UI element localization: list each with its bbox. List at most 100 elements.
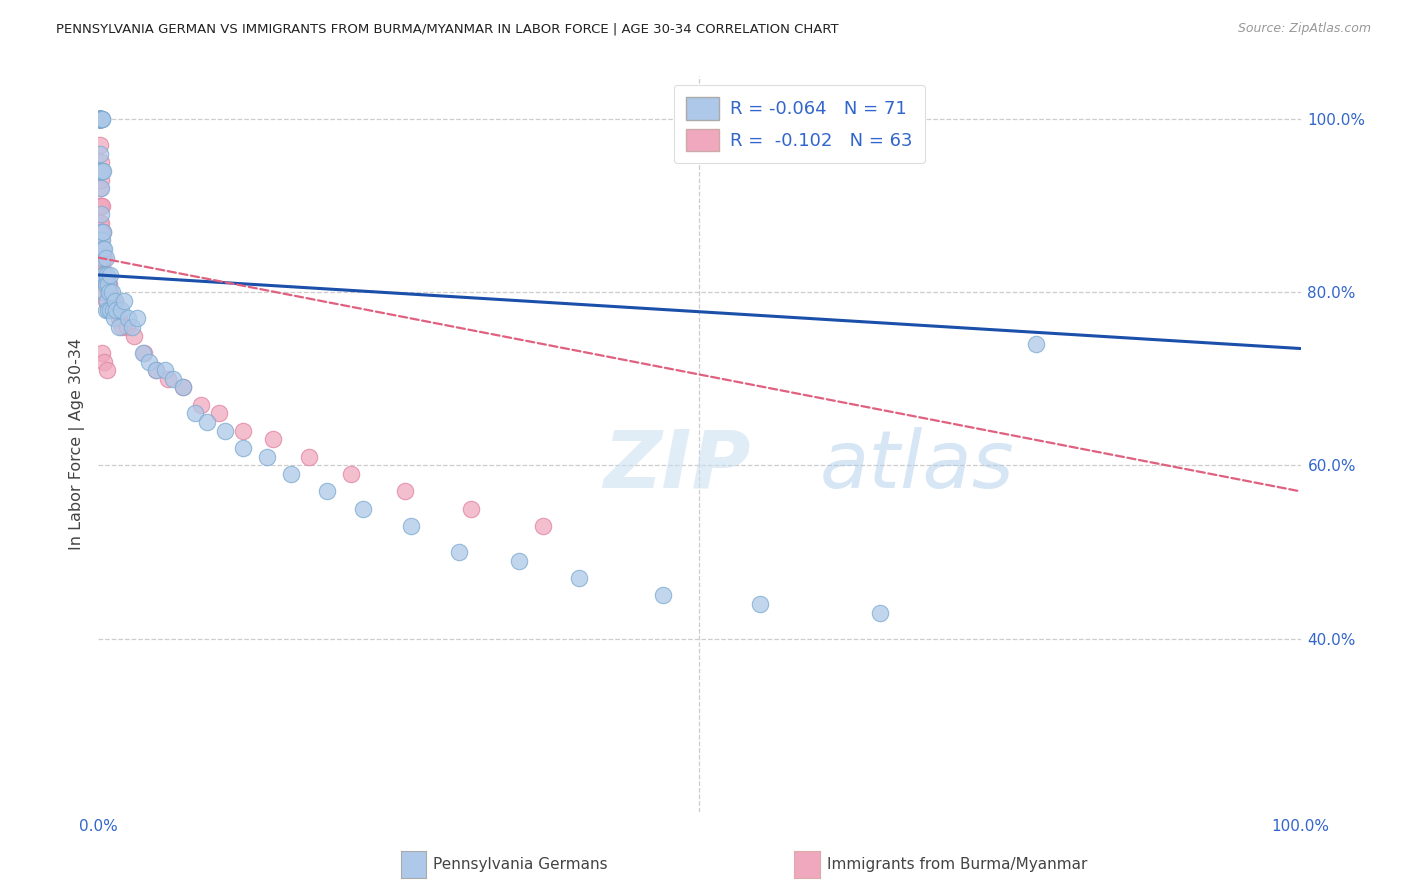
Point <box>94 251 117 265</box>
Point <box>89 112 111 127</box>
Point <box>110 302 132 317</box>
Point <box>96 293 118 308</box>
Point <box>91 285 114 300</box>
Point <box>94 268 117 282</box>
Point <box>89 146 111 161</box>
Point <box>91 268 114 282</box>
Point <box>183 407 205 421</box>
Point <box>232 441 254 455</box>
Point <box>98 285 121 300</box>
Point <box>97 285 120 300</box>
Point <box>132 346 155 360</box>
Point <box>94 277 117 291</box>
Point <box>89 112 111 127</box>
Point <box>90 112 112 127</box>
Point <box>91 225 114 239</box>
Point <box>1025 337 1047 351</box>
Point <box>232 424 254 438</box>
Point <box>89 199 111 213</box>
Point <box>153 363 176 377</box>
Point <box>96 363 118 377</box>
Point <box>125 311 148 326</box>
Point <box>103 311 125 326</box>
Point <box>91 225 114 239</box>
Point <box>172 380 194 394</box>
Point <box>89 112 111 127</box>
Point <box>104 293 127 308</box>
Point <box>97 302 120 317</box>
Point <box>90 172 112 186</box>
Point <box>90 112 112 127</box>
Text: Pennsylvania Germans: Pennsylvania Germans <box>433 857 607 871</box>
Point <box>89 112 111 127</box>
Point <box>91 164 114 178</box>
Point <box>90 181 112 195</box>
Point <box>89 242 111 256</box>
Point <box>262 433 284 447</box>
Point <box>96 268 118 282</box>
Point <box>195 415 218 429</box>
Point <box>91 199 114 213</box>
Point <box>138 354 160 368</box>
Point <box>117 319 139 334</box>
Point <box>89 164 111 178</box>
Point <box>117 311 139 326</box>
Point <box>91 346 114 360</box>
Point <box>157 372 180 386</box>
Point <box>89 112 111 127</box>
Point <box>108 311 131 326</box>
Point <box>100 285 122 300</box>
Point <box>93 285 115 300</box>
Point <box>208 407 231 421</box>
Point <box>90 216 112 230</box>
Point <box>652 588 675 602</box>
Point <box>91 233 114 247</box>
Point <box>394 484 416 499</box>
Point <box>93 242 115 256</box>
Point <box>91 112 114 127</box>
Point <box>111 319 134 334</box>
Point <box>90 207 112 221</box>
Point <box>87 112 110 127</box>
Point <box>89 112 111 127</box>
Point <box>90 225 112 239</box>
Point <box>748 597 770 611</box>
Point <box>91 112 114 127</box>
Point <box>112 293 135 308</box>
Point <box>89 112 111 127</box>
Point <box>91 277 114 291</box>
Point <box>869 606 891 620</box>
Point <box>90 155 112 169</box>
Point <box>96 277 118 291</box>
Point <box>340 467 363 481</box>
Point <box>87 112 110 127</box>
Point <box>90 251 112 265</box>
Point <box>214 424 236 438</box>
Point <box>101 293 124 308</box>
Legend: R = -0.064   N = 71, R =  -0.102   N = 63: R = -0.064 N = 71, R = -0.102 N = 63 <box>673 85 925 163</box>
Point <box>91 251 114 265</box>
Text: Immigrants from Burma/Myanmar: Immigrants from Burma/Myanmar <box>827 857 1087 871</box>
Point <box>89 216 111 230</box>
Point <box>94 293 117 308</box>
Point <box>100 268 122 282</box>
Point <box>93 251 115 265</box>
Point <box>298 450 321 464</box>
Point <box>90 112 112 127</box>
Text: PENNSYLVANIA GERMAN VS IMMIGRANTS FROM BURMA/MYANMAR IN LABOR FORCE | AGE 30-34 : PENNSYLVANIA GERMAN VS IMMIGRANTS FROM B… <box>56 22 839 36</box>
Point <box>399 519 422 533</box>
Point <box>94 302 117 317</box>
Point <box>97 277 120 291</box>
Point <box>91 242 114 256</box>
Point <box>91 251 114 265</box>
Point <box>98 277 121 291</box>
Point <box>89 181 111 195</box>
Y-axis label: In Labor Force | Age 30-34: In Labor Force | Age 30-34 <box>69 338 84 549</box>
Point <box>190 398 212 412</box>
Text: ZIP: ZIP <box>603 427 751 505</box>
Point <box>352 501 374 516</box>
Point <box>91 242 114 256</box>
Point <box>104 293 127 308</box>
Point <box>124 328 146 343</box>
Point <box>87 112 110 127</box>
